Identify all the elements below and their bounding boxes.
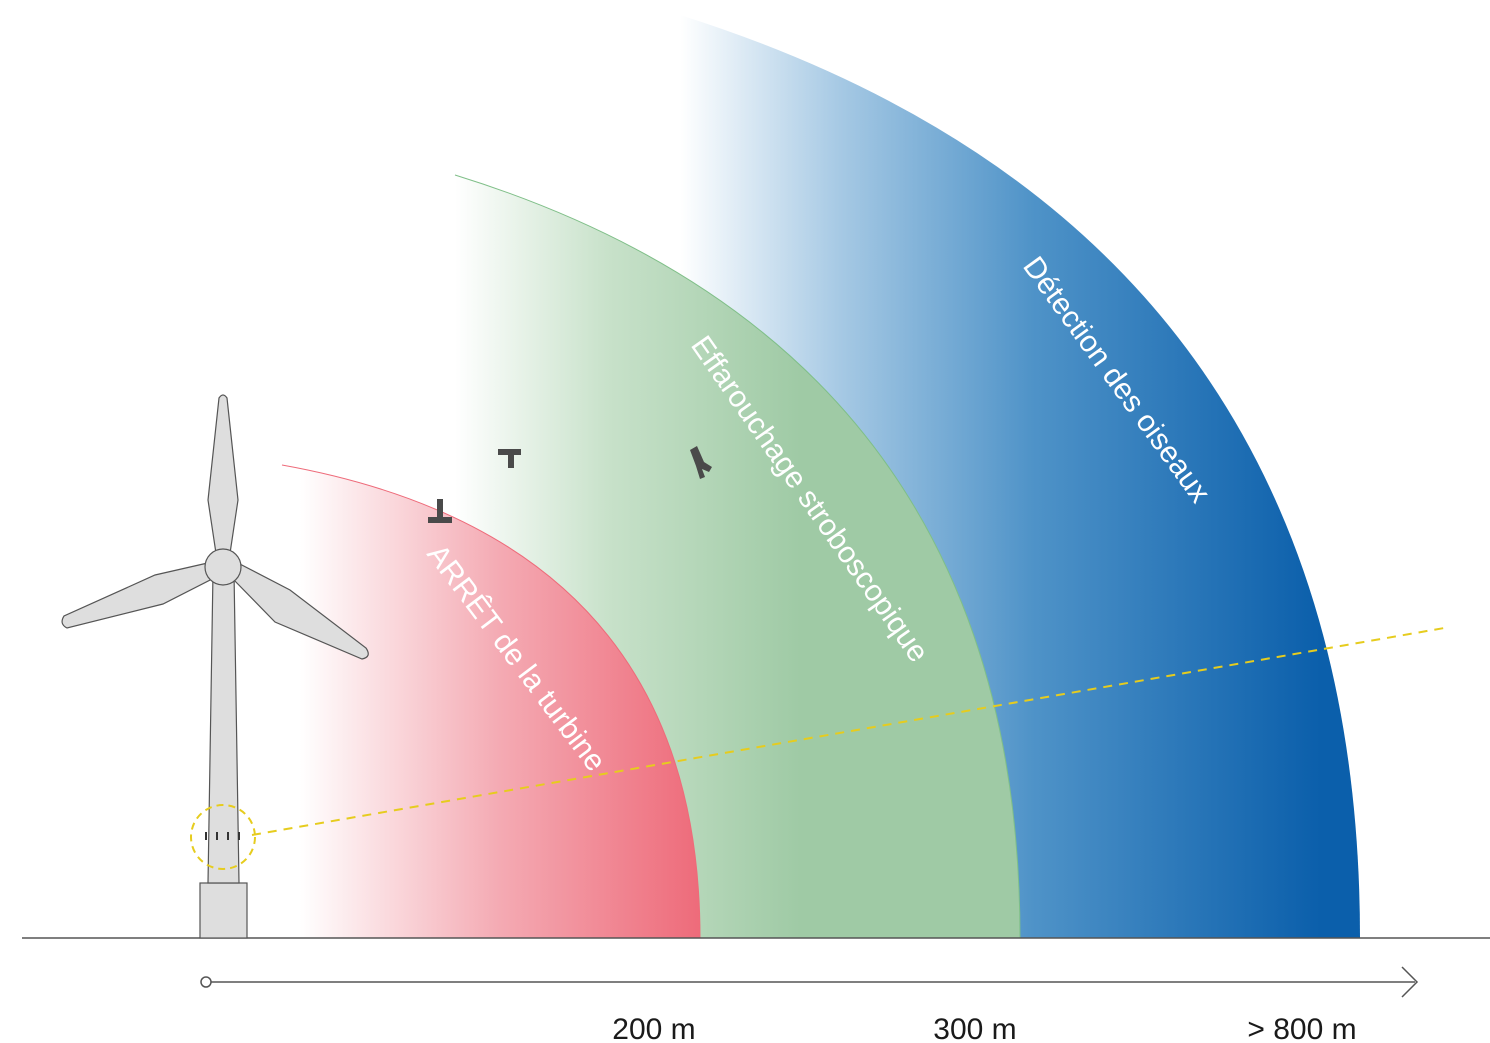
- zone-strobe-edge: [454, 174, 1021, 939]
- axis-origin: [200, 976, 212, 988]
- bird-icon: [498, 449, 521, 468]
- sensor-sight-line: [251, 626, 1451, 836]
- arrow-right-icon: [1401, 966, 1419, 998]
- bird-icon: [690, 446, 712, 479]
- turbine-foundation: [199, 882, 248, 939]
- turbine-tower: [207, 571, 240, 884]
- turbine-hub: [204, 548, 242, 586]
- camera-sensor-icon: [190, 804, 256, 870]
- zone-stop-edge: [281, 464, 701, 939]
- distance-axis: [200, 966, 1419, 998]
- bird-icon: [428, 499, 452, 523]
- turbine-blade-right: [231, 561, 369, 660]
- distance-label-800: > 800 m: [1247, 1013, 1356, 1043]
- distance-label-300: 300 m: [933, 1013, 1016, 1043]
- distance-label-200: 200 m: [612, 1013, 695, 1043]
- wind-turbine-icon: [61, 394, 369, 939]
- turbine-blade-up: [207, 394, 239, 561]
- zone-stop-area: [282, 465, 700, 938]
- turbine-blade-left: [61, 561, 215, 629]
